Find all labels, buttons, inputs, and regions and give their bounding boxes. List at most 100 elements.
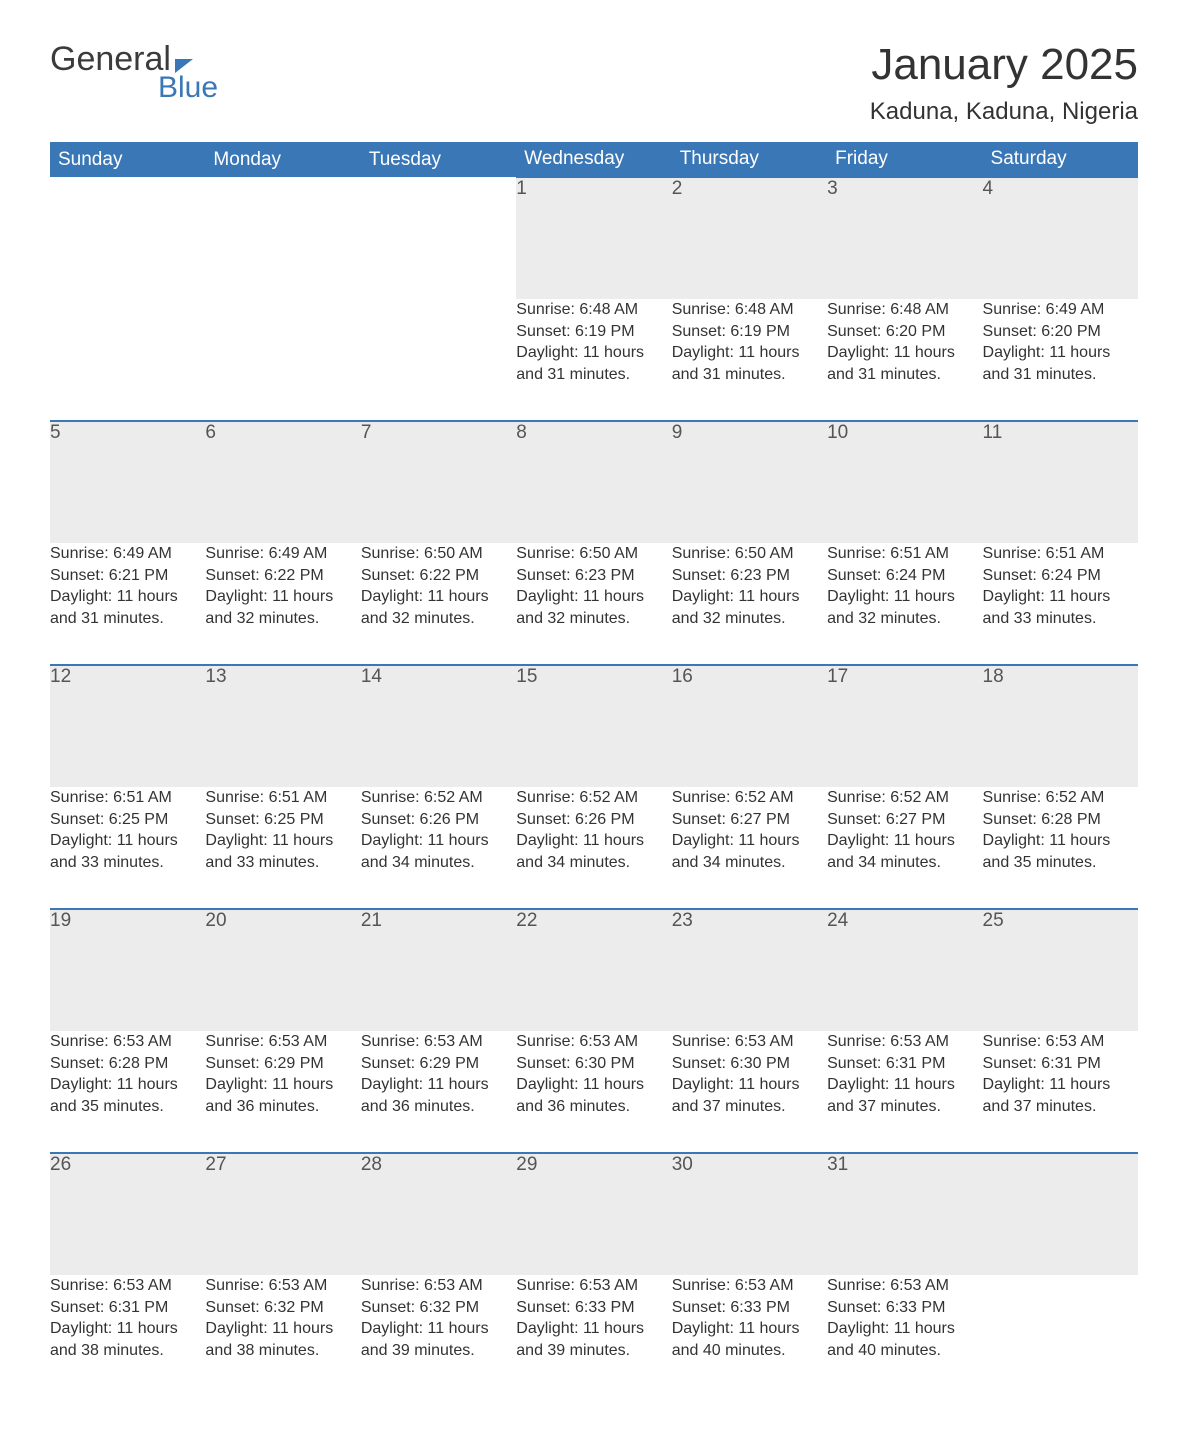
week-data-row: Sunrise: 6:53 AMSunset: 6:31 PMDaylight:… [50,1275,1138,1397]
day-data-cell: Sunrise: 6:48 AMSunset: 6:19 PMDaylight:… [672,299,827,421]
day-data-cell: Sunrise: 6:52 AMSunset: 6:26 PMDaylight:… [361,787,516,909]
sunset-line: Sunset: 6:19 PM [672,321,827,343]
day-number-cell: 29 [516,1153,671,1275]
sunrise-line: Sunrise: 6:53 AM [672,1275,827,1297]
day-number-cell: 8 [516,421,671,543]
sunset-line: Sunset: 6:29 PM [205,1053,360,1075]
daylight-line: Daylight: 11 hours and 38 minutes. [50,1318,205,1361]
sunrise-line: Sunrise: 6:50 AM [361,543,516,565]
day-number-cell: 25 [983,909,1138,1031]
weekday-header: Friday [827,142,982,177]
sunrise-line: Sunrise: 6:51 AM [205,787,360,809]
weekday-header: Tuesday [361,142,516,177]
daylight-line: Daylight: 11 hours and 32 minutes. [672,586,827,629]
day-number-cell: 21 [361,909,516,1031]
sunset-line: Sunset: 6:27 PM [672,809,827,831]
daylight-line: Daylight: 11 hours and 33 minutes. [205,830,360,873]
day-number-cell: 27 [205,1153,360,1275]
day-number-cell: 23 [672,909,827,1031]
sunset-line: Sunset: 6:33 PM [516,1297,671,1319]
day-data-cell: Sunrise: 6:53 AMSunset: 6:32 PMDaylight:… [205,1275,360,1397]
day-data-cell: Sunrise: 6:53 AMSunset: 6:31 PMDaylight:… [827,1031,982,1153]
day-data-cell: Sunrise: 6:51 AMSunset: 6:25 PMDaylight:… [205,787,360,909]
daylight-line: Daylight: 11 hours and 31 minutes. [827,342,982,385]
day-number-cell: 11 [983,421,1138,543]
day-data-cell: Sunrise: 6:51 AMSunset: 6:24 PMDaylight:… [827,543,982,665]
title-block: January 2025 Kaduna, Kaduna, Nigeria [870,40,1138,126]
day-data-cell: Sunrise: 6:53 AMSunset: 6:30 PMDaylight:… [516,1031,671,1153]
sunset-line: Sunset: 6:33 PM [827,1297,982,1319]
day-number-cell: 13 [205,665,360,787]
day-data-cell: Sunrise: 6:51 AMSunset: 6:25 PMDaylight:… [50,787,205,909]
sunrise-line: Sunrise: 6:53 AM [983,1031,1138,1053]
sunrise-line: Sunrise: 6:53 AM [672,1031,827,1053]
daylight-line: Daylight: 11 hours and 40 minutes. [672,1318,827,1361]
daylight-line: Daylight: 11 hours and 31 minutes. [672,342,827,385]
sunset-line: Sunset: 6:20 PM [983,321,1138,343]
day-number-cell [361,177,516,299]
daylight-line: Daylight: 11 hours and 31 minutes. [983,342,1138,385]
day-data-cell [205,299,360,421]
day-number-cell: 7 [361,421,516,543]
sunset-line: Sunset: 6:30 PM [516,1053,671,1075]
day-number-cell: 17 [827,665,982,787]
brand-logo: General Blue [50,40,218,105]
sunrise-line: Sunrise: 6:53 AM [516,1031,671,1053]
day-data-cell: Sunrise: 6:53 AMSunset: 6:33 PMDaylight:… [672,1275,827,1397]
sunrise-line: Sunrise: 6:53 AM [361,1275,516,1297]
sunset-line: Sunset: 6:32 PM [205,1297,360,1319]
daylight-line: Daylight: 11 hours and 39 minutes. [516,1318,671,1361]
week-data-row: Sunrise: 6:51 AMSunset: 6:25 PMDaylight:… [50,787,1138,909]
day-data-cell: Sunrise: 6:53 AMSunset: 6:30 PMDaylight:… [672,1031,827,1153]
sunset-line: Sunset: 6:23 PM [516,565,671,587]
day-number-cell [983,1153,1138,1275]
day-data-cell: Sunrise: 6:53 AMSunset: 6:33 PMDaylight:… [516,1275,671,1397]
calendar-table: Sunday Monday Tuesday Wednesday Thursday… [50,142,1138,1397]
daylight-line: Daylight: 11 hours and 37 minutes. [672,1074,827,1117]
sunset-line: Sunset: 6:22 PM [361,565,516,587]
daylight-line: Daylight: 11 hours and 37 minutes. [983,1074,1138,1117]
week-data-row: Sunrise: 6:49 AMSunset: 6:21 PMDaylight:… [50,543,1138,665]
sunset-line: Sunset: 6:32 PM [361,1297,516,1319]
daylight-line: Daylight: 11 hours and 33 minutes. [983,586,1138,629]
weekday-header: Wednesday [516,142,671,177]
day-data-cell: Sunrise: 6:52 AMSunset: 6:26 PMDaylight:… [516,787,671,909]
sunset-line: Sunset: 6:25 PM [205,809,360,831]
sunrise-line: Sunrise: 6:53 AM [827,1275,982,1297]
sunrise-line: Sunrise: 6:52 AM [983,787,1138,809]
day-data-cell: Sunrise: 6:53 AMSunset: 6:29 PMDaylight:… [205,1031,360,1153]
sunrise-line: Sunrise: 6:53 AM [205,1275,360,1297]
daylight-line: Daylight: 11 hours and 35 minutes. [50,1074,205,1117]
day-data-cell: Sunrise: 6:53 AMSunset: 6:31 PMDaylight:… [50,1275,205,1397]
day-data-cell: Sunrise: 6:48 AMSunset: 6:20 PMDaylight:… [827,299,982,421]
week-daynum-row: 19202122232425 [50,909,1138,1031]
sunrise-line: Sunrise: 6:53 AM [50,1275,205,1297]
day-number-cell: 31 [827,1153,982,1275]
sunset-line: Sunset: 6:19 PM [516,321,671,343]
sunset-line: Sunset: 6:26 PM [361,809,516,831]
day-number-cell: 26 [50,1153,205,1275]
day-number-cell: 18 [983,665,1138,787]
daylight-line: Daylight: 11 hours and 36 minutes. [516,1074,671,1117]
day-number-cell: 5 [50,421,205,543]
location-text: Kaduna, Kaduna, Nigeria [870,98,1138,126]
sunset-line: Sunset: 6:24 PM [983,565,1138,587]
sunset-line: Sunset: 6:31 PM [983,1053,1138,1075]
day-number-cell: 2 [672,177,827,299]
sunrise-line: Sunrise: 6:53 AM [205,1031,360,1053]
week-daynum-row: 567891011 [50,421,1138,543]
daylight-line: Daylight: 11 hours and 37 minutes. [827,1074,982,1117]
brand-triangle-icon [175,59,193,73]
weekday-header: Saturday [983,142,1138,177]
daylight-line: Daylight: 11 hours and 39 minutes. [361,1318,516,1361]
day-number-cell: 24 [827,909,982,1031]
day-data-cell: Sunrise: 6:52 AMSunset: 6:28 PMDaylight:… [983,787,1138,909]
daylight-line: Daylight: 11 hours and 36 minutes. [205,1074,360,1117]
daylight-line: Daylight: 11 hours and 31 minutes. [50,586,205,629]
daylight-line: Daylight: 11 hours and 38 minutes. [205,1318,360,1361]
day-number-cell: 20 [205,909,360,1031]
day-data-cell [50,299,205,421]
day-data-cell: Sunrise: 6:53 AMSunset: 6:31 PMDaylight:… [983,1031,1138,1153]
sunrise-line: Sunrise: 6:53 AM [361,1031,516,1053]
sunset-line: Sunset: 6:25 PM [50,809,205,831]
